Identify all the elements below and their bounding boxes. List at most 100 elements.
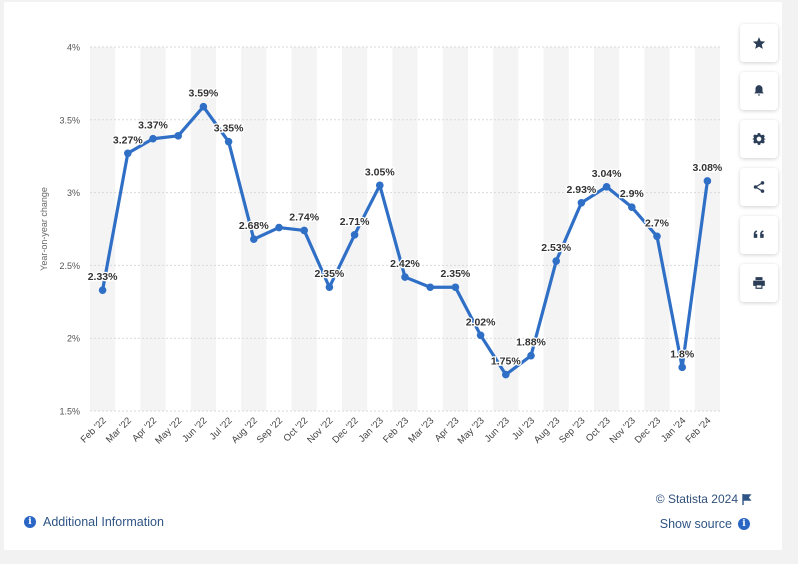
settings-button[interactable] (740, 120, 778, 158)
data-label: 2.35% (315, 268, 345, 280)
data-point (98, 286, 107, 294)
chart-toolbar (740, 24, 778, 302)
flag-icon (742, 493, 752, 505)
data-label: 3.04% (592, 168, 622, 180)
share-icon (753, 181, 765, 193)
data-label: 2.7% (645, 217, 670, 229)
data-point (224, 137, 233, 146)
chart-card: 1.5% 2% 2.5% 3% 3.5% 4% Year-on-year change Feb… (4, 2, 782, 550)
x-tick-label: Feb '23 (381, 415, 411, 445)
column-band (543, 47, 569, 411)
column-band (90, 47, 116, 411)
line-chart: 1.5% 2% 2.5% 3% 3.5% 4% Year-on-year change Feb… (39, 43, 724, 447)
show-source-label: Show source (659, 517, 732, 531)
data-label: 2.68% (239, 220, 269, 232)
x-tick-label: Sep '23 (557, 415, 587, 445)
data-label: 3.05% (365, 166, 395, 178)
y-tick-label: 2% (67, 334, 80, 344)
data-label: 3.35% (214, 123, 244, 135)
x-tick-label: Jan '24 (659, 415, 688, 444)
column-band (241, 47, 267, 411)
data-label: 3.59% (189, 88, 219, 100)
print-icon (753, 277, 765, 289)
data-point (502, 370, 510, 379)
y-tick-label: 3.5% (59, 115, 80, 125)
data-label: 2.35% (441, 268, 471, 280)
share-button[interactable] (740, 168, 778, 206)
quote-icon (753, 230, 764, 238)
x-tick-label: Jun '23 (483, 415, 512, 444)
data-label: 3.37% (138, 120, 168, 132)
column-band (342, 47, 368, 411)
info-icon: i (24, 516, 36, 528)
cite-button[interactable] (740, 216, 778, 254)
column-band (140, 47, 166, 411)
data-label: 3.27% (113, 134, 143, 146)
data-point (124, 149, 132, 158)
star-icon (752, 37, 766, 49)
x-tick-label: Aug '23 (532, 415, 562, 445)
data-point (350, 231, 359, 239)
x-tick-label: Mar '23 (406, 415, 436, 445)
statista-credit[interactable]: © Statista 2024 (656, 492, 752, 506)
x-tick-label: Mar '22 (104, 415, 134, 445)
x-tick-label: Nov '23 (608, 415, 638, 445)
column-band (594, 47, 620, 411)
data-point (678, 363, 686, 372)
x-tick-label: Nov '22 (305, 415, 335, 445)
data-label: 2.74% (289, 211, 319, 223)
y-tick-label: 4% (67, 43, 80, 53)
print-button[interactable] (740, 264, 778, 302)
data-point (703, 177, 712, 185)
data-point (527, 351, 535, 360)
credit-text: © Statista 2024 (655, 492, 738, 506)
x-tick-label: Jan '23 (357, 415, 386, 444)
data-point (653, 232, 661, 241)
data-label: 1.8% (670, 348, 695, 360)
column-band (190, 47, 216, 411)
data-label: 1.75% (491, 356, 521, 368)
x-tick-label: Dec '23 (633, 415, 663, 445)
data-label: 1.88% (516, 337, 546, 349)
gear-icon (752, 133, 766, 145)
data-point (602, 182, 611, 191)
data-point (174, 132, 182, 140)
data-point (401, 273, 409, 281)
data-point (376, 181, 384, 190)
x-tick-label: Feb '24 (684, 415, 714, 445)
x-tick-label: May '23 (456, 415, 487, 446)
data-point (199, 102, 208, 111)
column-band (493, 47, 519, 411)
data-label: 2.33% (88, 271, 118, 283)
y-tick-label: 2.5% (59, 261, 80, 271)
data-point (628, 203, 636, 211)
y-tick-label: 3% (67, 188, 80, 198)
favorite-button[interactable] (740, 24, 778, 62)
notification-button[interactable] (740, 72, 778, 110)
column-band (694, 47, 720, 411)
bell-icon (754, 85, 764, 96)
data-point (325, 283, 334, 292)
show-source-link[interactable]: Show source i (660, 517, 750, 531)
data-point (476, 331, 485, 340)
data-point (426, 283, 435, 292)
x-tick-label: Jun '22 (180, 415, 209, 444)
data-point (577, 198, 586, 207)
data-label: 2.9% (620, 188, 645, 200)
column-band (442, 47, 468, 411)
y-tick-label: 1.5% (59, 407, 80, 417)
data-label: 2.02% (466, 316, 496, 328)
data-point (149, 134, 157, 143)
x-tick-label: Sep '22 (255, 415, 285, 445)
info-icon: i (738, 518, 750, 530)
data-point (250, 235, 258, 243)
x-tick-label: Feb '22 (79, 415, 109, 445)
additional-information-link[interactable]: i Additional Information (24, 515, 164, 529)
data-label: 2.71% (340, 216, 370, 228)
x-tick-label: May '22 (153, 415, 184, 446)
additional-information-label: Additional Information (43, 515, 164, 529)
x-tick-label: Dec '22 (330, 415, 360, 445)
data-label: 2.53% (541, 242, 571, 254)
data-point (300, 226, 309, 235)
data-point (552, 257, 560, 265)
